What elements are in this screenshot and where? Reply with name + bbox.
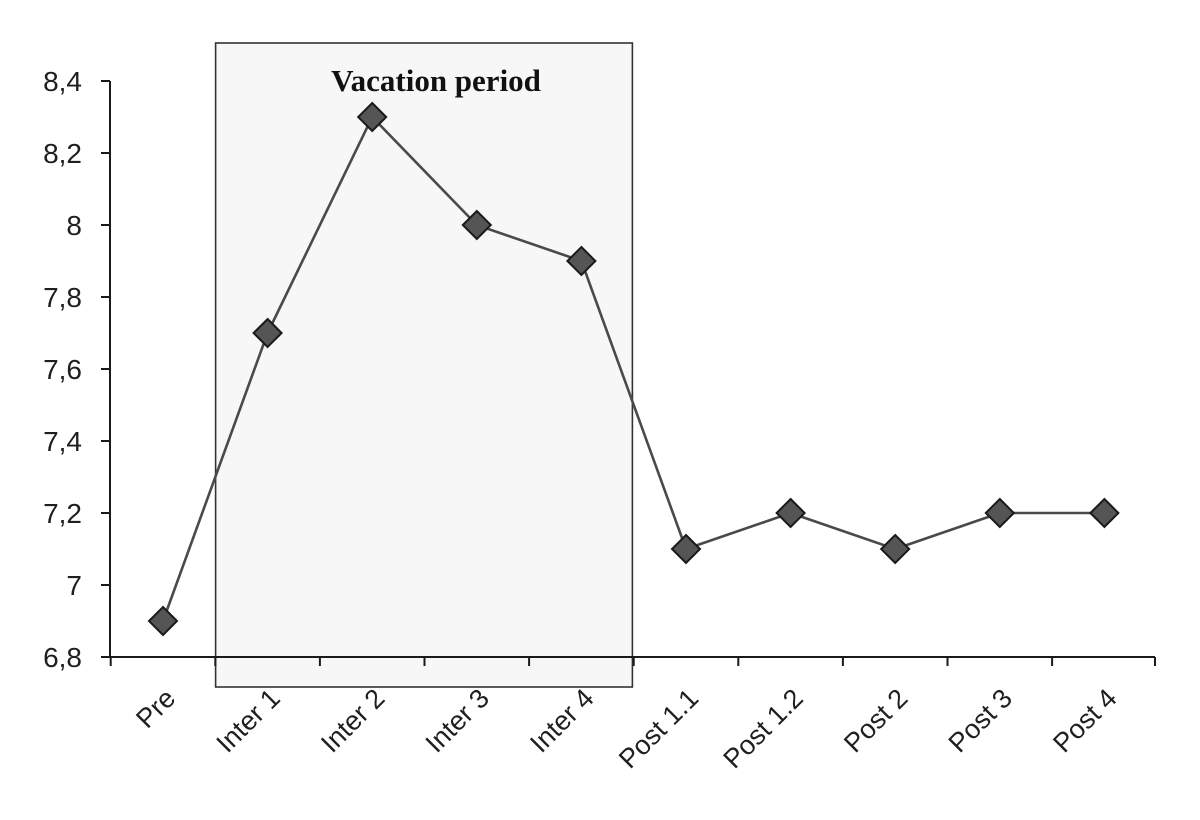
y-tick-label: 7 [66,570,82,601]
data-point-marker [1088,497,1120,529]
series-line [161,115,1105,622]
series-group [147,101,1120,637]
data-point-marker [252,317,284,349]
y-tick-label: 6,8 [43,642,82,673]
data-point-marker [775,497,807,529]
vacation-period-region [214,42,634,688]
data-point-marker [356,101,388,133]
data-point-marker [565,245,597,277]
y-tick-label: 8 [66,210,82,241]
y-tick-label: 7,2 [43,498,82,529]
vacation-region-group [214,42,634,688]
y-tick-label: 7,6 [43,354,82,385]
data-point-marker [984,497,1016,529]
data-point-marker [461,209,493,241]
data-point-marker [879,533,911,565]
x-category-label: Inter 2 [315,683,390,758]
x-category-label: Post 3 [943,683,1018,758]
data-point-marker [670,533,702,565]
axes-group [101,80,1156,666]
x-category-label: Post 1.1 [613,683,704,774]
vacation-period-label: Vacation period [331,63,541,98]
y-tick-label: 7,4 [43,426,82,457]
y-tick-label: 8,4 [43,66,82,97]
x-category-label: Post 4 [1047,683,1122,758]
y-tick-label: 7,8 [43,282,82,313]
x-category-label: Pre [130,683,181,734]
x-category-label: Inter 4 [524,683,599,758]
x-category-label: Post 2 [838,683,913,758]
x-category-label: Inter 1 [211,683,286,758]
x-category-label: Inter 3 [420,683,495,758]
data-point-marker [147,605,179,637]
x-category-label: Post 1.2 [718,683,809,774]
y-tick-label: 8,2 [43,138,82,169]
